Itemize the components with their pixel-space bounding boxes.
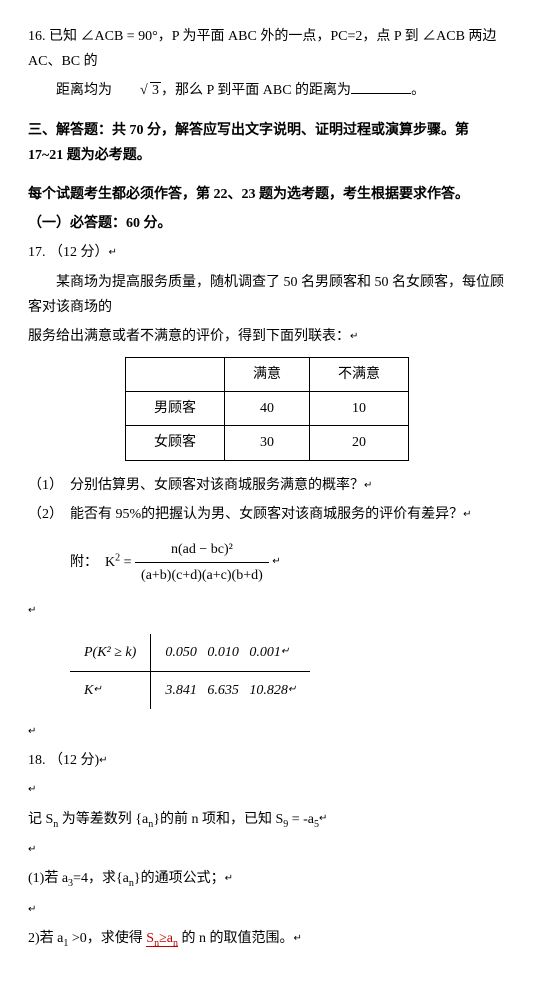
fraction-denominator: (a+b)(c+d)(a+c)(b+d) — [135, 563, 269, 588]
sqrt-value: 3 — [150, 82, 161, 98]
table-row: 女顾客3020 — [126, 426, 409, 460]
arrow-icon: ↵ — [364, 479, 372, 490]
q17-part2: （2） 能否有 95%的把握认为男、女顾客对该商城服务的评价有差异？↵ — [28, 502, 506, 527]
fraction-numerator: n(ad − bc)² — [135, 537, 269, 563]
q17-part1: （1） 分别估算男、女顾客对该商城服务满意的概率？↵ — [28, 473, 506, 498]
q17-points: （12 分） — [49, 245, 109, 260]
table-row: K↵ 3.841 6.635 10.828↵ — [70, 671, 310, 709]
section-3-subtitle: （一）必答题：60 分。 — [28, 211, 506, 236]
highlighted-text: Sn≥an — [146, 931, 178, 947]
arrow-icon: ↵ — [28, 726, 36, 737]
table-row: 满意不满意 — [126, 358, 409, 392]
k-reference-table: P(K² ≥ k) 0.050 0.010 0.001↵ K↵ 3.841 6.… — [70, 634, 506, 709]
text: =4，求{a — [73, 871, 129, 886]
k-table-header-k: K↵ — [70, 671, 151, 709]
text: }的通项公式； — [134, 871, 225, 886]
q18-num: 18. — [28, 753, 46, 768]
q16-text-2b: ，那么 P 到平面 ABC 的距离为 — [161, 83, 351, 98]
section-3-title-2: 每个试题考生都必须作答，第 22、23 题为选考题，考生根据要求作答。 — [28, 182, 506, 207]
k-table-header-p: P(K² ≥ k) — [70, 634, 151, 672]
arrow-icon: ↵ — [28, 605, 36, 616]
table-cell: 20 — [310, 426, 409, 460]
q16-text-2a: 距离均为 — [56, 83, 112, 98]
q18-line1: 记 Sn 为等差数列 {an}的前 n 项和，已知 S9 = -a5↵ — [28, 807, 506, 834]
q18-header: 18. （12 分)↵ — [28, 748, 506, 773]
arrow-icon: ↵ — [350, 331, 358, 342]
table-cell: 3.841 6.635 10.828↵ — [151, 671, 310, 709]
sqrt-symbol: 3 — [112, 78, 161, 103]
text: = -a — [288, 812, 314, 827]
answer-blank — [351, 79, 411, 94]
q16-num: 16. — [28, 29, 46, 44]
arrow-icon: ↵ — [294, 933, 302, 944]
q17-line1: 某商场为提高服务质量，随机调查了 50 名男顾客和 50 名女顾客，每位顾客对该… — [28, 270, 506, 320]
arrow-icon: ↵ — [225, 873, 233, 884]
table-cell — [126, 358, 225, 392]
text: >0，求使得 — [68, 931, 146, 946]
table-cell: 0.050 0.010 0.001↵ — [151, 634, 310, 672]
arrow-icon: ↵ — [463, 509, 471, 520]
fraction: n(ad − bc)² (a+b)(c+d)(a+c)(b+d) — [135, 537, 269, 588]
formula-eq: = — [120, 555, 135, 570]
arrow-icon: ↵ — [272, 556, 280, 567]
arrow-icon: ↵ — [288, 684, 296, 695]
table-cell: 男顾客 — [126, 392, 225, 426]
table-row: P(K² ≥ k) 0.050 0.010 0.001↵ — [70, 634, 310, 672]
text: }的前 n 项和，已知 S — [153, 812, 283, 827]
formula-label: 附： K — [70, 555, 115, 570]
table-row: 男顾客4010 — [126, 392, 409, 426]
q17-line2-text: 服务给出满意或者不满意的评价，得到下面列联表： — [28, 329, 350, 344]
text: 的 n 的取值范围。 — [178, 931, 294, 946]
q17-p2-text: （2） 能否有 95%的把握认为男、女顾客对该商城服务的评价有差异？ — [28, 507, 463, 522]
arrow-icon: ↵ — [99, 755, 107, 766]
q17-num: 17. — [28, 245, 46, 260]
arrow-icon: ↵ — [281, 646, 289, 657]
arrow-icon: ↵ — [93, 684, 101, 695]
table-cell: 30 — [225, 426, 310, 460]
table-header-satisfied: 满意 — [225, 358, 310, 392]
arrow-icon: ↵ — [319, 813, 327, 824]
survey-table: 满意不满意 男顾客4010 女顾客3020 — [125, 357, 409, 461]
q16-line2: 距离均为 3，那么 P 到平面 ABC 的距离为 。 — [28, 78, 506, 103]
q18-part2: 2)若 a1 >0，求使得 Sn≥an 的 n 的取值范围。↵ — [28, 926, 506, 953]
q16-end: 。 — [411, 83, 425, 98]
arrow-icon: ↵ — [109, 247, 117, 258]
table-header-unsatisfied: 不满意 — [310, 358, 409, 392]
q17-line2: 服务给出满意或者不满意的评价，得到下面列联表：↵ — [28, 324, 506, 349]
q16-text-1: 已知 ∠ACB = 90°，P 为平面 ABC 外的一点，PC=2，点 P 到 … — [28, 29, 496, 69]
q18-points: （12 分) — [49, 753, 99, 768]
k-squared-formula: 附： K2 = n(ad − bc)² (a+b)(c+d)(a+c)(b+d)… — [70, 537, 506, 588]
table-cell: 10 — [310, 392, 409, 426]
arrow-icon: ↵ — [28, 904, 36, 915]
text: 记 S — [28, 812, 53, 827]
q18-part1: (1)若 a3=4，求{an}的通项公式；↵ — [28, 866, 506, 893]
q17-header: 17. （12 分）↵ — [28, 240, 506, 265]
text: 2)若 a — [28, 931, 63, 946]
text: (1)若 a — [28, 871, 68, 886]
table-cell: 40 — [225, 392, 310, 426]
q17-p1-text: （1） 分别估算男、女顾客对该商城服务满意的概率？ — [28, 478, 364, 493]
text: 为等差数列 {a — [58, 812, 148, 827]
arrow-icon: ↵ — [28, 784, 36, 795]
table-cell: 女顾客 — [126, 426, 225, 460]
q16-line1: 16. 已知 ∠ACB = 90°，P 为平面 ABC 外的一点，PC=2，点 … — [28, 24, 506, 74]
arrow-icon: ↵ — [28, 844, 36, 855]
section-3-title-1: 三、解答题：共 70 分，解答应写出文字说明、证明过程或演算步骤。第 17~21… — [28, 118, 506, 168]
